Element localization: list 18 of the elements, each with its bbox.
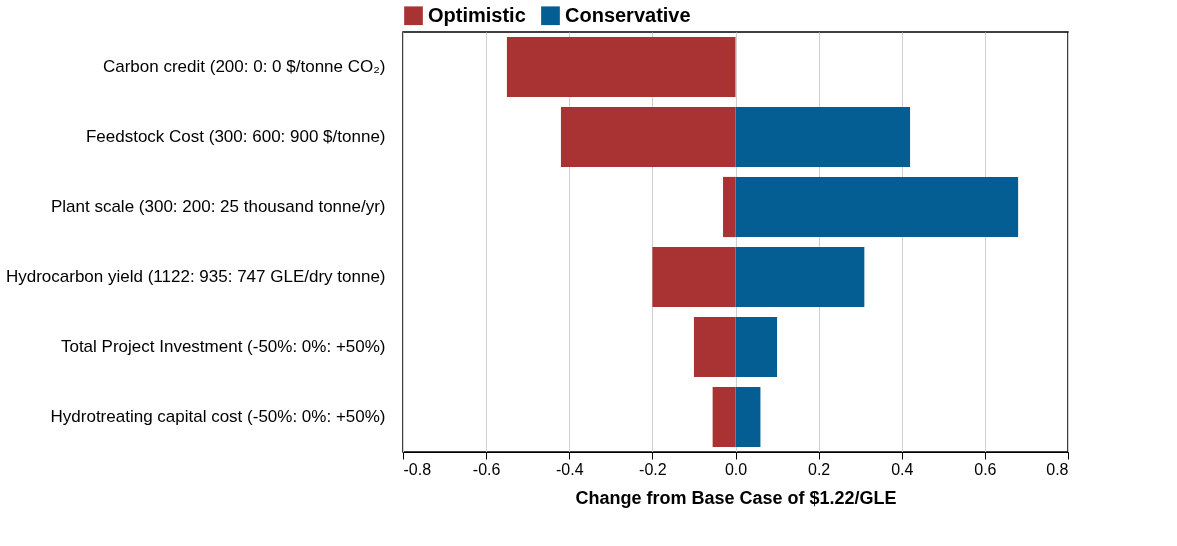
y-tick-label: Hydrocarbon yield (1122: 935: 747 GLE/dry tonne): [5, 267, 386, 286]
y-tick-label: Total Project Investment (-50%: 0%: +50%): [60, 337, 386, 356]
legend-label: Optimistic: [428, 3, 526, 26]
x-axis-title: Change from Base Case of $1.22/GLE: [575, 487, 897, 508]
x-tick-label: -0.2: [639, 460, 667, 478]
x-tick-label: 0.6: [974, 460, 997, 478]
y-tick-label: Carbon credit (200: 0: 0 $/tonne CO₂): [102, 57, 386, 76]
legend-label: Conservative: [565, 3, 691, 26]
x-tick-label: -0.8: [403, 460, 432, 478]
x-tick-label: 0.8: [1046, 460, 1069, 478]
y-tick-label: Hydrotreating capital cost (-50%: 0%: +50%): [50, 407, 386, 426]
y-tick-label: Plant scale (300: 200: 25 thousand tonne/yr): [50, 197, 386, 216]
x-tick-label: -0.4: [555, 460, 584, 478]
x-tick-label: -0.6: [472, 460, 501, 478]
x-tick-label: 0.0: [724, 460, 748, 478]
x-tick-label: 0.4: [891, 460, 914, 478]
x-tick-label: 0.2: [808, 460, 831, 478]
y-tick-label: Feedstock Cost (300: 600: 900 $/tonne): [85, 127, 386, 146]
